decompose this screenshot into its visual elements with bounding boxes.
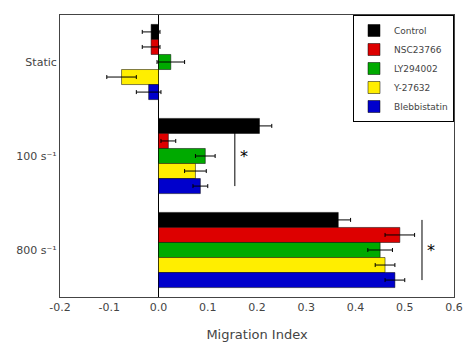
svg-text:Static: Static	[25, 56, 56, 69]
svg-text:Y-27632: Y-27632	[393, 83, 430, 93]
svg-text:Blebbistatin: Blebbistatin	[394, 102, 448, 112]
svg-text:*: *	[240, 147, 248, 166]
svg-text:100 s⁻¹: 100 s⁻¹	[16, 150, 56, 163]
svg-text:LY294002: LY294002	[394, 64, 438, 74]
svg-text:0.5: 0.5	[396, 301, 414, 314]
svg-text:-0.1: -0.1	[99, 301, 120, 314]
svg-text:0.6: 0.6	[445, 301, 463, 314]
svg-text:0.0: 0.0	[150, 301, 168, 314]
svg-text:0.4: 0.4	[347, 301, 365, 314]
svg-text:*: *	[427, 241, 435, 260]
svg-text:0.1: 0.1	[199, 301, 217, 314]
svg-text:800 s⁻¹: 800 s⁻¹	[16, 244, 56, 257]
svg-text:0.2: 0.2	[248, 301, 266, 314]
svg-text:Control: Control	[394, 26, 427, 36]
svg-text:Migration Index: Migration Index	[206, 327, 308, 342]
svg-text:NSC23766: NSC23766	[394, 45, 442, 55]
svg-text:-0.2: -0.2	[49, 301, 70, 314]
svg-text:0.3: 0.3	[298, 301, 316, 314]
